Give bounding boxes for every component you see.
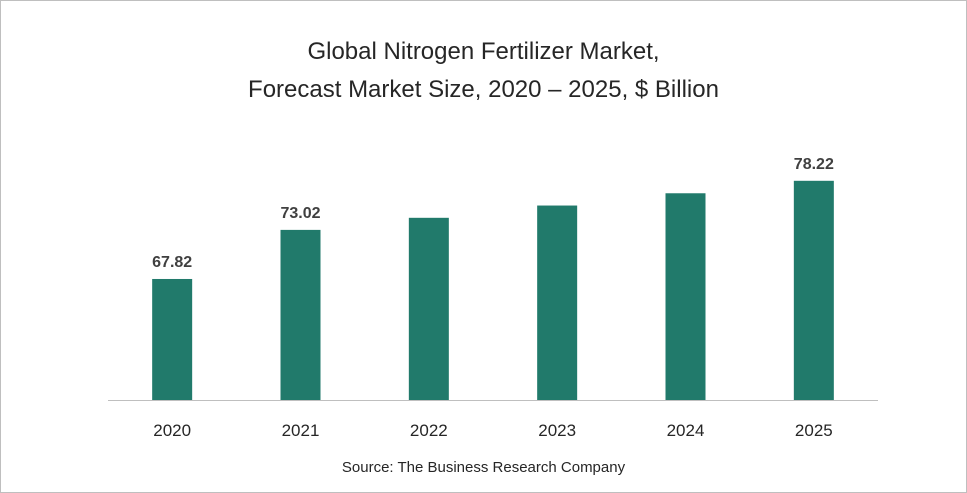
chart-title-line-2: Forecast Market Size, 2020 – 2025, $ Bil… <box>248 76 719 103</box>
chart-title: Global Nitrogen Fertilizer Market, Forec… <box>1 33 966 109</box>
x-tick-label-2024: 2024 <box>667 421 705 440</box>
data-label-2020: 67.82 <box>152 254 192 271</box>
x-tick-label-2023: 2023 <box>538 421 576 440</box>
bar-2021 <box>280 229 321 400</box>
bar-2025 <box>793 180 834 400</box>
x-tick-label-2021: 2021 <box>282 421 320 440</box>
data-label-2021: 73.02 <box>280 205 320 222</box>
x-tick-label-2025: 2025 <box>795 421 833 440</box>
x-tick-label-2022: 2022 <box>410 421 448 440</box>
bar-2023 <box>537 205 578 400</box>
data-label-2025: 78.22 <box>794 156 834 173</box>
data-labels-layer: 67.82 73.02 78.22 <box>152 156 834 271</box>
chart-title-line-1: Global Nitrogen Fertilizer Market, <box>307 38 660 65</box>
bar-2022 <box>408 217 449 400</box>
source-note: Source: The Business Research Company <box>341 459 626 476</box>
bars-layer <box>152 180 834 400</box>
x-tick-label-2020: 2020 <box>153 421 191 440</box>
bar-2024 <box>665 193 706 400</box>
bar-2020 <box>152 278 193 400</box>
x-tick-labels-layer: 2020 2021 2022 2023 2024 2025 <box>153 421 832 440</box>
